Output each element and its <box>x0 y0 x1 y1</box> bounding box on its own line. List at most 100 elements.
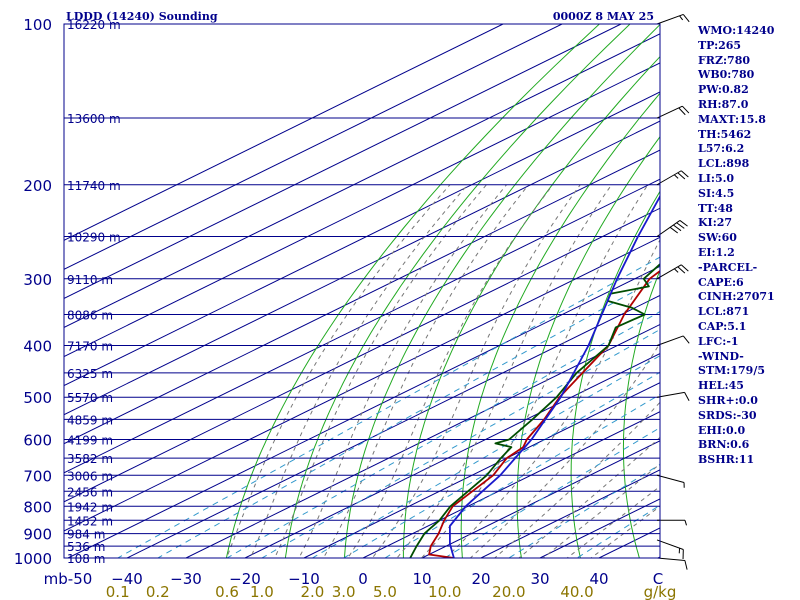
isotherm-line <box>64 33 660 329</box>
temperature-tick-label: 10 <box>412 570 431 588</box>
isotherm-line <box>64 62 660 358</box>
temperature-tick-label: −30 <box>170 570 202 588</box>
isotherm-line <box>64 24 504 241</box>
height-level-label: 6325 m <box>67 367 113 381</box>
index-line: CAPE:6 <box>698 275 744 289</box>
plot-frame <box>63 23 661 559</box>
wind-barb-flag <box>682 335 690 344</box>
parcel-profile <box>448 194 660 558</box>
isobars <box>64 23 660 559</box>
index-line: BRN:0.6 <box>698 438 750 452</box>
index-line: LFC:-1 <box>698 334 739 348</box>
moist-adiabat-line <box>274 184 487 558</box>
height-level-label: 4859 m <box>67 413 113 427</box>
index-line: LI:5.0 <box>698 171 735 185</box>
wind-barb <box>656 474 685 488</box>
pressure-tick-label: 600 <box>23 432 52 450</box>
mixing-ratio-label: 0.2 <box>146 583 170 600</box>
wind-barbs <box>656 13 690 570</box>
index-line: FRZ:780 <box>698 53 751 67</box>
moist-adiabat-line <box>420 184 649 558</box>
wind-barb-flag <box>680 264 689 272</box>
wind-barb-flag <box>677 266 686 274</box>
index-line: L57:6.2 <box>698 142 745 156</box>
index-line: CAP:5.1 <box>698 319 747 333</box>
index-line: SHR+:0.0 <box>698 393 758 407</box>
moist-adiabat-line <box>469 342 660 558</box>
pressure-tick-label: 800 <box>23 498 52 516</box>
index-line: BSHR:11 <box>698 453 755 467</box>
index-line: WB0:780 <box>698 68 755 82</box>
wind-barb-flag <box>684 392 690 401</box>
moist-adiabat-line <box>298 184 507 558</box>
wind-barb-staff <box>656 170 682 186</box>
mixing-ratio-label: 2.0 <box>300 583 324 600</box>
pressure-tick-label: 100 <box>23 16 52 34</box>
wind-barb-staff <box>656 539 684 550</box>
height-level-label: 16220 m <box>67 18 121 32</box>
index-line: STM:179/5 <box>698 364 765 378</box>
isotherm-line <box>244 353 660 558</box>
isotherm-line <box>64 236 660 532</box>
isotherm-line <box>362 411 660 558</box>
wind-barb-staff <box>656 220 681 237</box>
wind-barb-staff <box>656 474 685 484</box>
index-line: WMO:14240 <box>698 24 775 37</box>
pressure-tick-label: 300 <box>23 271 52 289</box>
temperature-tick-label: −40 <box>111 570 143 588</box>
station-title: LDDD (14240) Sounding <box>66 10 218 23</box>
dry-adiabat-line <box>284 24 631 558</box>
isotherm-line <box>64 207 660 503</box>
isotherm-line <box>64 149 660 445</box>
isotherm-line <box>303 382 660 558</box>
wind-barb-flag <box>682 14 690 23</box>
height-level-label: 8086 m <box>67 309 113 323</box>
temperature-tick-label: 0 <box>358 570 368 588</box>
wind-barb <box>656 220 688 237</box>
mixing-ratio-label: 3.0 <box>332 583 356 600</box>
isotherm-line <box>64 24 622 299</box>
index-line: EHI:0.0 <box>698 423 746 437</box>
wind-barb-half-flag <box>684 520 687 526</box>
height-level-label: 984 m <box>67 528 105 542</box>
mixing-ratio-label: 0.1 <box>106 583 130 600</box>
dry-adiabat-line <box>460 92 660 558</box>
index-line: KI:27 <box>698 216 733 230</box>
index-line: PW:0.82 <box>698 83 749 97</box>
index-line: LCL:898 <box>698 157 750 171</box>
height-level-label: 10290 m <box>67 230 121 244</box>
index-line: TH:5462 <box>698 127 752 141</box>
moist-adiabat-line <box>322 184 529 558</box>
dry-adiabat-line <box>516 135 660 558</box>
mixing-ratio-label: 40.0 <box>560 583 593 600</box>
index-line: CINH:27071 <box>698 290 775 304</box>
height-level-label: 4199 m <box>67 434 113 448</box>
moist-adiabat-line <box>371 184 581 558</box>
temperature-tick-label: 40 <box>589 570 608 588</box>
temperature-tick-label: C <box>653 570 663 588</box>
dry-adiabat-line <box>343 24 660 558</box>
pressure-tick-label: 400 <box>23 338 52 356</box>
height-level-label: 3582 m <box>67 452 113 466</box>
height-level-label: 3006 m <box>67 469 113 483</box>
index-line: HEL:45 <box>698 379 744 393</box>
wind-barb-staff <box>656 557 685 561</box>
temperature-tick-label: 20 <box>471 570 490 588</box>
isotherm-line <box>64 91 660 387</box>
index-line: SRDS:-30 <box>698 408 757 422</box>
wind-barb <box>656 13 690 25</box>
wind-barb-flag <box>684 560 688 570</box>
wind-barb-half-flag <box>673 174 679 179</box>
index-line: TT:48 <box>698 201 733 215</box>
wind-barb-flag <box>682 105 690 114</box>
wind-barb-staff <box>656 264 682 280</box>
wind-barb <box>657 519 687 526</box>
wind-barb-half-flag <box>673 268 679 273</box>
isotherm-line <box>64 120 660 416</box>
wind-barb <box>656 335 690 346</box>
wind-barb-flag <box>676 222 685 229</box>
dry-adiabat-line <box>570 190 660 558</box>
temperature-tick-label: 30 <box>530 570 549 588</box>
isotherm-line <box>64 24 563 270</box>
